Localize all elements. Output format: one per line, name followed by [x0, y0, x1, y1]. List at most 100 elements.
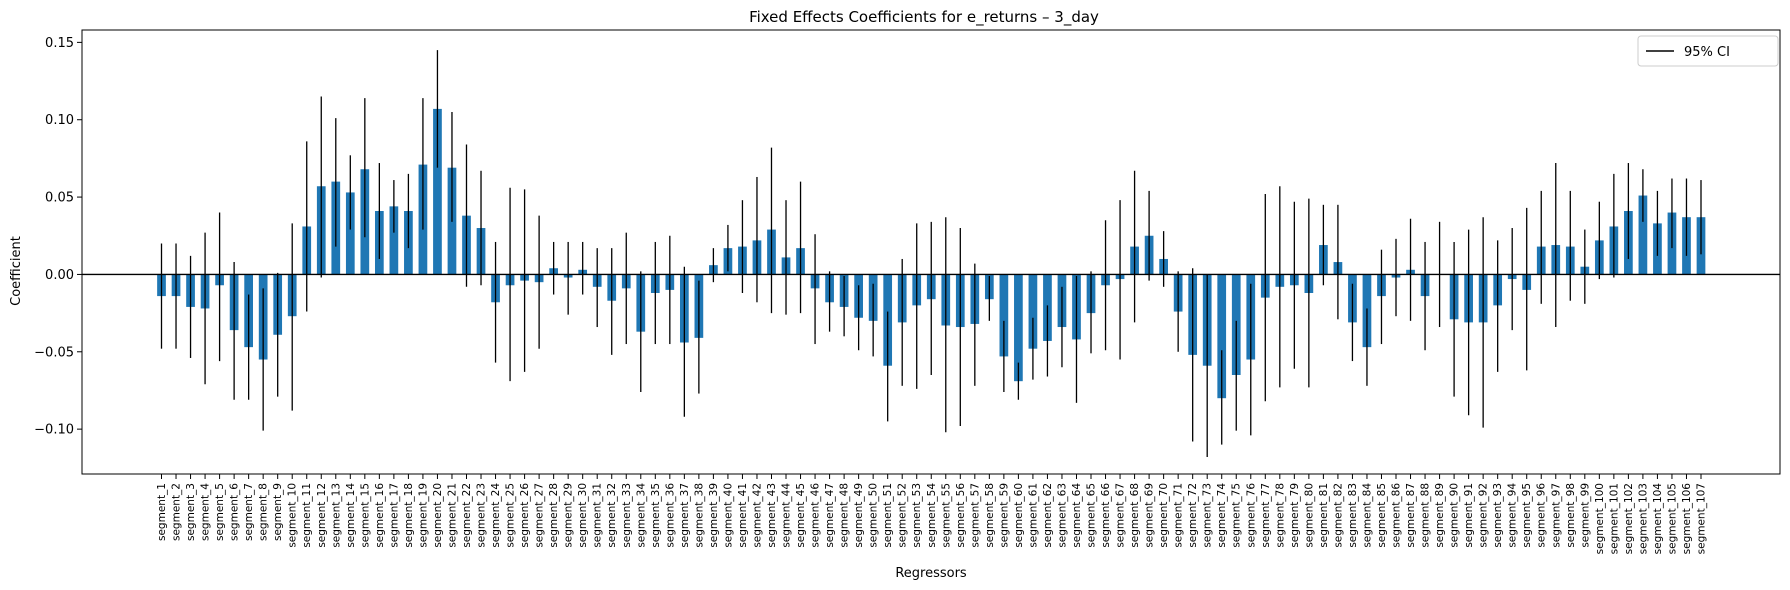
x-tick-label: segment_37: [679, 483, 691, 548]
y-tick-label: −0.05: [34, 345, 74, 360]
x-tick-label: segment_101: [1608, 483, 1620, 554]
x-tick-label: segment_6: [229, 483, 241, 541]
legend-frame: [1637, 35, 1779, 67]
x-tick-label: segment_107: [1696, 483, 1708, 554]
x-tick-label: segment_60: [1013, 483, 1025, 548]
bar-segment_17: [389, 206, 399, 275]
x-tick-label: segment_16: [374, 483, 386, 548]
x-axis-label: Regressors: [895, 566, 967, 581]
legend-label: 95% CI: [1684, 45, 1730, 60]
x-tick-label: segment_92: [1478, 483, 1490, 548]
x-tick-label: segment_24: [490, 483, 502, 548]
x-tick-label: segment_27: [534, 483, 546, 548]
x-tick-label: segment_34: [635, 483, 647, 548]
y-tick-label: −0.10: [34, 423, 74, 438]
x-tick-label: segment_55: [940, 483, 952, 548]
x-tick-label: segment_62: [1042, 483, 1054, 548]
x-tick-label: segment_1: [156, 483, 168, 541]
x-tick-label: segment_45: [795, 483, 807, 548]
x-tick-label: segment_86: [1391, 483, 1403, 548]
x-tick-label: segment_31: [592, 483, 604, 548]
x-tick-label: segment_10: [287, 483, 299, 548]
x-tick-label: segment_58: [984, 483, 996, 548]
x-tick-label: segment_41: [737, 483, 749, 548]
x-tick-label: segment_35: [650, 483, 662, 548]
x-tick-label: segment_3: [185, 483, 197, 541]
x-tick-label: segment_54: [926, 483, 938, 548]
x-tick-label: segment_13: [330, 483, 342, 548]
x-tick-label: segment_9: [272, 483, 284, 541]
x-tick-label: segment_2: [171, 483, 183, 541]
x-tick-label: segment_89: [1434, 483, 1446, 548]
x-tick-label: segment_66: [1100, 483, 1112, 548]
x-tick-label: segment_56: [955, 483, 967, 548]
y-tick-label: 0.05: [45, 191, 74, 206]
x-tick-label: segment_61: [1027, 483, 1039, 548]
x-tick-label: segment_8: [258, 483, 270, 541]
x-tick-label: segment_26: [519, 483, 531, 548]
bar-segment_20: [433, 108, 442, 275]
x-tick-label: segment_20: [432, 483, 444, 548]
x-tick-label: segment_39: [708, 483, 720, 548]
x-tick-label: segment_32: [606, 483, 618, 548]
x-tick-label: segment_18: [403, 483, 415, 548]
x-tick-label: segment_63: [1056, 483, 1068, 548]
x-tick-label: segment_102: [1623, 483, 1635, 554]
x-tick-label: segment_33: [621, 483, 633, 548]
x-tick-label: segment_51: [882, 483, 894, 548]
x-tick-label: segment_96: [1536, 483, 1548, 548]
x-tick-label: segment_100: [1594, 483, 1606, 554]
x-tick-label: segment_43: [766, 483, 778, 548]
x-tick-label: segment_75: [1231, 483, 1243, 548]
x-tick-label: segment_94: [1507, 483, 1519, 548]
bar-segment_61: [1028, 274, 1038, 349]
x-tick-label: segment_78: [1274, 483, 1286, 548]
bar-segment_103: [1638, 195, 1648, 275]
x-tick-label: segment_93: [1492, 483, 1504, 548]
x-tick-label: segment_73: [1202, 483, 1214, 548]
x-tick-label: segment_52: [897, 483, 909, 548]
x-tick-label: segment_74: [1216, 483, 1228, 548]
y-tick-label: 0.10: [45, 113, 74, 128]
x-tick-label: segment_91: [1463, 483, 1475, 548]
x-tick-label: segment_17: [388, 483, 400, 548]
legend: 95% CI: [1637, 35, 1779, 67]
x-tick-label: segment_88: [1420, 483, 1432, 548]
x-tick-label: segment_77: [1260, 483, 1272, 548]
bar-segment_74: [1217, 274, 1227, 399]
x-tick-label: segment_11: [301, 483, 313, 548]
x-tick-label: segment_76: [1245, 483, 1257, 548]
x-tick-label: segment_57: [969, 483, 981, 548]
x-tick-label: segment_65: [1086, 483, 1098, 548]
x-tick-label: segment_4: [200, 483, 212, 541]
x-tick-label: segment_46: [810, 483, 822, 548]
x-tick-label: segment_64: [1071, 483, 1083, 548]
x-tick-label: segment_47: [824, 483, 836, 548]
x-tick-label: segment_99: [1579, 483, 1591, 548]
y-tick-label: 0.15: [45, 36, 74, 51]
x-tick-label: segment_106: [1681, 483, 1693, 555]
x-tick-label: segment_7: [243, 483, 255, 541]
x-tick-label: segment_90: [1449, 483, 1461, 548]
x-tick-label: segment_80: [1303, 483, 1315, 548]
x-tick-label: segment_70: [1158, 483, 1170, 548]
x-tick-label: segment_81: [1318, 483, 1330, 548]
y-tick-label: 0.00: [45, 268, 74, 283]
chart-title: Fixed Effects Coefficients for e_returns…: [749, 8, 1099, 27]
x-tick-label: segment_49: [853, 483, 865, 548]
x-tick-label: segment_97: [1550, 483, 1562, 548]
x-tick-label: segment_82: [1332, 483, 1344, 548]
x-tick-label: segment_40: [722, 483, 734, 548]
x-tick-label: segment_69: [1144, 483, 1156, 548]
x-tick-label: segment_95: [1521, 483, 1533, 548]
x-tick-label: segment_84: [1361, 483, 1373, 548]
x-tick-label: segment_59: [998, 483, 1010, 548]
y-axis-label: Coefficient: [9, 236, 24, 306]
x-tick-label: segment_12: [316, 483, 328, 548]
x-tick-label: segment_5: [214, 483, 226, 541]
x-tick-label: segment_72: [1187, 483, 1199, 548]
x-tick-label: segment_83: [1347, 483, 1359, 548]
x-tick-label: segment_87: [1405, 483, 1417, 548]
bar-segment_14: [345, 192, 355, 275]
